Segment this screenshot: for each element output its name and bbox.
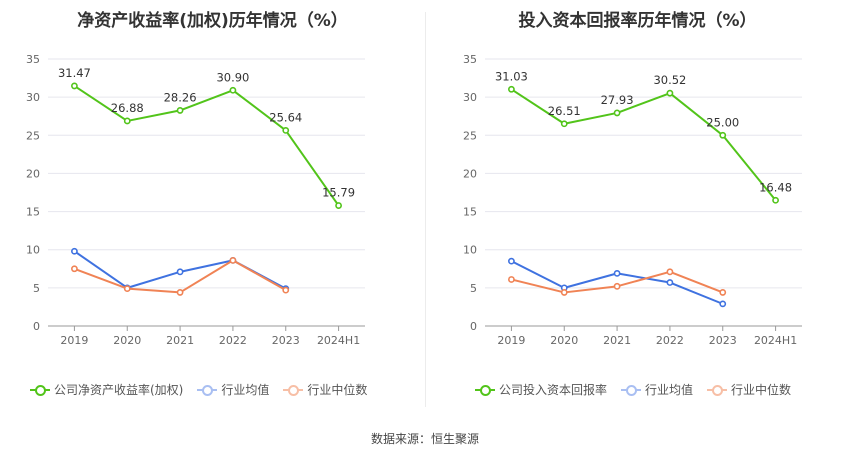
x-tick-label: 2023 <box>272 334 300 347</box>
data-label: 30.90 <box>216 70 249 84</box>
y-tick-label: 25 <box>26 129 40 142</box>
x-tick-label: 2022 <box>219 334 247 347</box>
data-point <box>229 256 237 264</box>
data-point <box>123 285 131 293</box>
y-tick-label: 5 <box>33 282 40 295</box>
x-tick-label: 2020 <box>113 334 141 347</box>
data-label: 26.88 <box>111 101 144 115</box>
data-point <box>282 286 290 294</box>
y-tick-label: 20 <box>463 167 477 180</box>
data-point <box>71 265 78 273</box>
data-point <box>560 289 568 296</box>
legend-item-company[interactable]: 公司投入资本回报率 <box>475 381 607 398</box>
legend-line-icon <box>30 384 50 396</box>
y-tick-label: 10 <box>26 244 40 257</box>
data-label: 30.52 <box>653 73 686 87</box>
series-line <box>73 85 340 207</box>
data-point <box>508 276 515 283</box>
data-point <box>123 117 131 125</box>
chart-legend: 公司投入资本回报率 行业均值 行业中位数 <box>475 381 805 398</box>
x-tick-label: 2024H1 <box>754 334 797 347</box>
y-tick-label: 0 <box>470 320 477 333</box>
legend-line-icon <box>475 384 495 396</box>
y-tick-label: 0 <box>33 320 40 333</box>
data-label: 25.00 <box>706 115 739 129</box>
data-point <box>71 82 78 90</box>
data-label: 16.48 <box>759 180 792 194</box>
data-label: 27.93 <box>601 93 634 107</box>
data-point <box>560 120 568 128</box>
data-point <box>176 268 184 276</box>
panel-divider <box>425 12 426 407</box>
legend-label: 行业中位数 <box>307 383 368 397</box>
x-tick-label: 2021 <box>166 334 194 347</box>
y-tick-label: 10 <box>463 244 477 257</box>
data-point <box>719 300 727 308</box>
data-point <box>229 86 237 94</box>
data-point <box>613 109 621 117</box>
legend-item-industry-mean[interactable]: 行业均值 <box>197 381 269 398</box>
legend-label: 公司净资产收益率(加权) <box>54 383 184 397</box>
y-tick-label: 15 <box>26 206 40 219</box>
data-label: 15.79 <box>322 186 355 200</box>
legend-item-company[interactable]: 公司净资产收益率(加权) <box>30 381 183 398</box>
y-tick-label: 35 <box>26 53 40 66</box>
x-tick-label: 2024H1 <box>317 334 360 347</box>
data-point <box>666 279 674 286</box>
data-label: 28.26 <box>164 90 197 104</box>
data-point <box>335 202 342 209</box>
y-tick-label: 35 <box>463 53 477 66</box>
legend-line-icon <box>283 384 304 396</box>
data-point <box>71 247 78 255</box>
data-label: 31.03 <box>495 69 528 83</box>
data-point <box>508 85 515 93</box>
data-point <box>613 282 621 290</box>
legend-label: 行业均值 <box>645 383 694 397</box>
data-point <box>508 257 515 265</box>
series-line <box>510 88 777 201</box>
roic-chart-panel: 投入资本回报率历年情况（%） 0 5 10 15 20 25 30 35 2019 2020 202… <box>425 0 850 410</box>
data-point <box>176 289 184 296</box>
data-label: 25.64 <box>269 110 302 124</box>
legend-label: 行业中位数 <box>731 383 792 397</box>
series-line <box>510 260 724 305</box>
data-source-note: 数据来源：恒生聚源 <box>370 432 479 446</box>
x-tick-label: 2022 <box>656 334 684 347</box>
data-point <box>719 289 727 296</box>
legend-line-icon <box>197 384 218 396</box>
legend-line-icon <box>707 384 728 396</box>
y-tick-label: 20 <box>26 167 40 180</box>
data-label: 31.47 <box>58 66 91 80</box>
x-tick-label: 2023 <box>709 334 737 347</box>
roe-chart-panel: 净资产收益率(加权)历年情况（%） 0 5 10 15 20 25 30 35 2019 2020… <box>0 0 425 410</box>
y-tick-label: 25 <box>463 129 477 142</box>
chart-title: 投入资本回报率历年情况（%） <box>518 11 757 31</box>
chart-legend: 公司净资产收益率(加权) 行业均值 行业中位数 <box>30 381 381 398</box>
data-label: 26.51 <box>548 104 581 118</box>
legend-item-industry-median[interactable]: 行业中位数 <box>283 381 367 398</box>
x-tick-label: 2019 <box>497 334 525 347</box>
data-point <box>613 269 621 277</box>
y-tick-label: 5 <box>470 282 477 295</box>
x-tick-label: 2020 <box>550 334 578 347</box>
legend-line-icon <box>621 384 642 396</box>
data-point <box>719 131 727 139</box>
legend-label: 公司投入资本回报率 <box>499 383 608 397</box>
y-tick-label: 30 <box>26 91 40 104</box>
data-point <box>176 107 184 114</box>
x-tick-label: 2019 <box>60 334 88 347</box>
legend-item-industry-mean[interactable]: 行业均值 <box>621 381 693 398</box>
data-point <box>282 127 290 134</box>
legend-label: 行业均值 <box>221 383 270 397</box>
data-point <box>666 89 674 97</box>
x-tick-label: 2021 <box>603 334 631 347</box>
data-point <box>666 268 674 276</box>
legend-item-industry-median[interactable]: 行业中位数 <box>707 381 791 398</box>
y-tick-label: 30 <box>463 91 477 104</box>
y-tick-label: 15 <box>463 206 477 219</box>
chart-title: 净资产收益率(加权)历年情况（%） <box>77 11 348 31</box>
roe-line-chart: 0 5 10 15 20 25 30 35 2019 2020 2021 2022 2023 2024H1… <box>26 53 365 347</box>
data-point <box>772 196 779 204</box>
roic-line-chart: 0 5 10 15 20 25 30 35 2019 2020 2021 2022 2023 2024H1… <box>463 53 802 347</box>
